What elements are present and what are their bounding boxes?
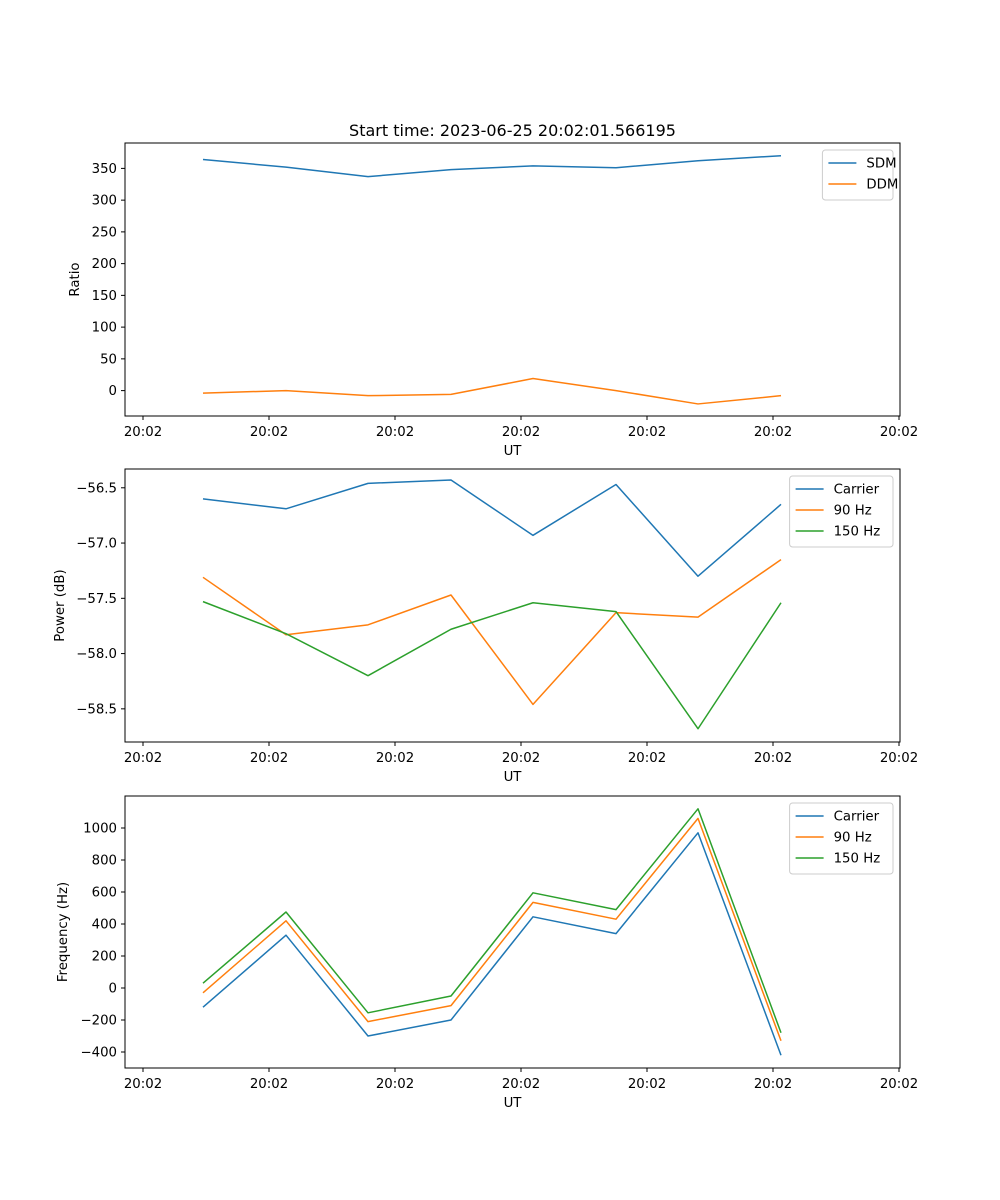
series-line-150-hz (202, 808, 782, 1034)
x-tick-label: 20:02 (250, 1077, 288, 1092)
subplot-ratio: 20:02 20:02 20:02 20:02 20:02 20:02 20:02 0 50 10… (68, 142, 918, 459)
y-tick-label: 150 (92, 289, 117, 304)
axes-frame (124, 795, 901, 1069)
x-tick-label: 20:02 (628, 751, 666, 766)
y-tick-label: 0 (109, 982, 117, 997)
x-axis-label: UT (504, 770, 523, 785)
y-tick-label: 200 (92, 950, 117, 965)
y-tick-label: 350 (92, 162, 117, 177)
x-tick-label: 20:02 (502, 751, 540, 766)
legend: SDM DDM (821, 149, 898, 201)
y-tick-label: 100 (92, 321, 117, 336)
y-axis-label: Frequency (Hz) (56, 882, 71, 982)
x-axis-label: UT (504, 1096, 523, 1111)
legend: Carrier 90 Hz 150 Hz (789, 802, 894, 875)
y-tick-label: −57.5 (76, 592, 117, 607)
x-tick-label: 20:02 (250, 425, 288, 440)
x-tick-label: 20:02 (250, 751, 288, 766)
legend-label: Carrier (834, 810, 880, 825)
x-tick-label: 20:02 (124, 425, 162, 440)
y-tick-label: 0 (109, 384, 117, 399)
x-tick-label: 20:02 (880, 425, 918, 440)
series-line-150-hz (202, 600, 782, 730)
series-line-ddm (202, 377, 782, 405)
x-tick-label: 20:02 (628, 425, 666, 440)
y-tick-label: 800 (92, 854, 117, 869)
y-axis-label: Ratio (68, 262, 83, 296)
y-tick-label: 400 (92, 918, 117, 933)
x-tick-label: 20:02 (376, 425, 414, 440)
y-tick-label: 600 (92, 886, 117, 901)
y-tick-label: 300 (92, 194, 117, 209)
x-tick-label: 20:02 (754, 425, 792, 440)
legend-label: 150 Hz (834, 852, 881, 867)
y-tick-label: 250 (92, 225, 117, 240)
x-tick-label: 20:02 (376, 1077, 414, 1092)
figure-title: Start time: 2023-06-25 20:02:01.566195 (349, 121, 676, 140)
x-tick-label: 20:02 (502, 1077, 540, 1092)
axes-frame (124, 142, 901, 417)
y-axis-label: Power (dB) (53, 569, 68, 641)
y-tick-label: 1000 (83, 822, 117, 837)
legend-label: Carrier (834, 483, 880, 498)
x-tick-label: 20:02 (124, 1077, 162, 1092)
legend-box (789, 802, 894, 875)
y-tick-label: 50 (100, 352, 117, 367)
axes-frame (124, 468, 901, 743)
series-line-sdm (202, 154, 782, 178)
legend: Carrier 90 Hz 150 Hz (789, 475, 894, 548)
series-line-carrier (202, 479, 782, 577)
y-tick-label: −57.0 (76, 537, 117, 552)
x-tick-label: 20:02 (628, 1077, 666, 1092)
series-line-carrier (202, 832, 782, 1056)
y-tick-label: −56.5 (76, 481, 117, 496)
x-tick-label: 20:02 (376, 751, 414, 766)
y-tick-label: −58.5 (76, 702, 117, 717)
legend-label: 90 Hz (834, 504, 872, 519)
legend-label: DDM (866, 178, 898, 193)
x-tick-label: 20:02 (754, 751, 792, 766)
series-line-90-hz (202, 559, 782, 706)
x-tick-label: 20:02 (754, 1077, 792, 1092)
x-axis-label: UT (504, 444, 523, 459)
legend-label: 90 Hz (834, 831, 872, 846)
subplot-power: 20:02 20:02 20:02 20:02 20:02 20:02 20:02 −58.5… (53, 468, 918, 785)
series-line-90-hz (202, 817, 782, 1042)
y-tick-label: −400 (80, 1046, 117, 1061)
legend-label: SDM (866, 157, 896, 172)
y-tick-label: 200 (92, 257, 117, 272)
x-tick-label: 20:02 (502, 425, 540, 440)
legend-label: 150 Hz (834, 525, 881, 540)
y-tick-label: −200 (80, 1014, 117, 1029)
x-tick-label: 20:02 (880, 1077, 918, 1092)
y-tick-label: −58.0 (76, 647, 117, 662)
x-tick-label: 20:02 (880, 751, 918, 766)
legend-box (789, 475, 894, 548)
subplot-frequency: 20:02 20:02 20:02 20:02 20:02 20:02 20:02 −400 −… (56, 795, 918, 1111)
x-tick-label: 20:02 (124, 751, 162, 766)
